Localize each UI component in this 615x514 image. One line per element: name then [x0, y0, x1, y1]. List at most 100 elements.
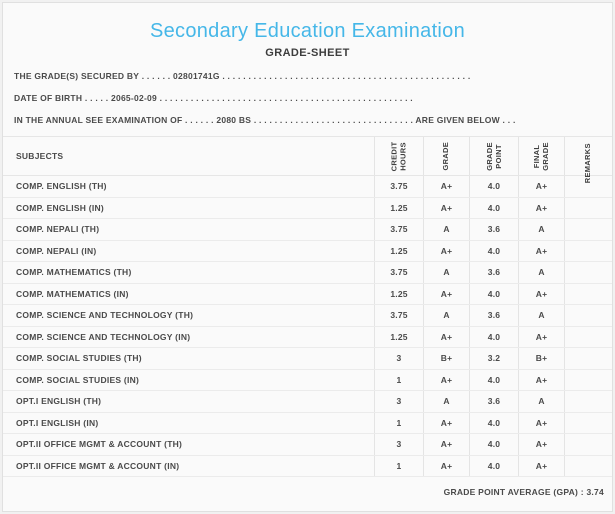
grade-cell: A+ [423, 434, 469, 455]
final-grade-cell: A+ [518, 240, 564, 261]
credit-hours-cell: 1.25 [374, 240, 423, 261]
page-subtitle: GRADE-SHEET [265, 47, 350, 59]
remarks-cell [564, 240, 612, 261]
subject-cell: COMP. SCIENCE AND TECHNOLOGY (IN) [16, 331, 191, 342]
grade-cell: A+ [423, 197, 469, 218]
student-info-block: THE GRADE(S) SECURED BY . . . . . . 0280… [3, 65, 612, 131]
grade-cell: A+ [423, 240, 469, 261]
final-grade-cell: B+ [518, 348, 564, 369]
gpa-label: GRADE POINT AVERAGE (GPA) : [443, 487, 587, 497]
column-header-grade-point: GRADE POINT [469, 137, 518, 175]
dotted-fill: . . . . . . . . . . . . . . . . . . . . … [219, 71, 471, 81]
grades-secured-by-label: THE GRADE(S) SECURED BY [14, 71, 140, 81]
grade-point-cell: 3.6 [469, 305, 518, 326]
grades-secured-by-line: THE GRADE(S) SECURED BY . . . . . . 0280… [14, 65, 612, 87]
examination-year-value: 2080 BS [216, 115, 252, 125]
final-grade-cell: A+ [518, 455, 564, 476]
page-title: Secondary Education Examination [149, 20, 466, 42]
grade-point-cell: 4.0 [469, 434, 518, 455]
date-of-birth-label: DATE OF BIRTH [14, 93, 83, 103]
credit-hours-header-label: CREDIT HOURS [389, 141, 408, 171]
remarks-cell [564, 283, 612, 304]
remarks-cell [564, 434, 612, 455]
remarks-cell [564, 326, 612, 347]
final-grade-cell: A+ [518, 369, 564, 390]
final-grade-cell: A+ [518, 197, 564, 218]
subject-cell: COMP. NEPALI (IN) [16, 245, 97, 256]
grade-cell: B+ [423, 348, 469, 369]
table-header-row: SUBJECTS CREDIT HOURS GRADE GRADE POINT … [3, 137, 612, 183]
subject-cell: OPT.II OFFICE MGMT & ACCOUNT (TH) [16, 439, 183, 450]
grade-cell: A+ [423, 326, 469, 347]
final-grade-cell: A+ [518, 326, 564, 347]
column-header-credit-hours: CREDIT HOURS [374, 137, 423, 175]
credit-hours-cell: 3.75 [374, 219, 423, 240]
credit-hours-cell: 3.75 [374, 305, 423, 326]
remarks-cell [564, 305, 612, 326]
table-row: COMP. SOCIAL STUDIES (IN) 1 A+ 4.0 A+ [3, 369, 612, 391]
credit-hours-cell: 1.25 [374, 326, 423, 347]
remarks-cell [564, 262, 612, 283]
table-row: COMP. MATHEMATICS (IN) 1.25 A+ 4.0 A+ [3, 283, 612, 305]
table-row: COMP. NEPALI (IN) 1.25 A+ 4.0 A+ [3, 240, 612, 262]
grade-point-cell: 4.0 [469, 176, 518, 197]
date-of-birth-line: DATE OF BIRTH . . . . . 2065-02-09 . . .… [14, 87, 612, 109]
remarks-cell [564, 176, 612, 197]
remarks-cell [564, 369, 612, 390]
grade-point-cell: 4.0 [469, 240, 518, 261]
remarks-cell [564, 455, 612, 476]
credit-hours-cell: 3.75 [374, 262, 423, 283]
credit-hours-cell: 3 [374, 434, 423, 455]
table-row: COMP. NEPALI (TH) 3.75 A 3.6 A [3, 219, 612, 241]
dotted-fill: . . . . . . [139, 71, 174, 81]
table-row: COMP. ENGLISH (TH) 3.75 A+ 4.0 A+ [3, 176, 612, 198]
grade-point-cell: 3.6 [469, 219, 518, 240]
grade-cell: A+ [423, 455, 469, 476]
final-grade-cell: A [518, 219, 564, 240]
column-header-subjects: SUBJECTS [3, 137, 374, 175]
subject-cell: COMP. SCIENCE AND TECHNOLOGY (TH) [16, 310, 194, 321]
subject-cell: COMP. SOCIAL STUDIES (IN) [16, 374, 140, 385]
subject-cell: COMP. MATHEMATICS (IN) [16, 288, 129, 299]
remarks-cell [564, 219, 612, 240]
column-header-grade: GRADE [423, 137, 469, 175]
credit-hours-cell: 1 [374, 369, 423, 390]
grade-point-cell: 3.6 [469, 262, 518, 283]
table-row: COMP. MATHEMATICS (TH) 3.75 A 3.6 A [3, 262, 612, 284]
grade-cell: A+ [423, 369, 469, 390]
final-grade-cell: A+ [518, 434, 564, 455]
grade-point-cell: 4.0 [469, 326, 518, 347]
final-grade-cell: A [518, 305, 564, 326]
column-header-final-grade: FINAL GRADE [518, 137, 564, 175]
dotted-fill: . . . . . . . . . . . . . . . . . . . . … [156, 93, 413, 103]
subject-cell: COMP. ENGLISH (IN) [16, 202, 104, 213]
table-row: OPT.II OFFICE MGMT & ACCOUNT (TH) 3 A+ 4… [3, 434, 612, 456]
table-row: COMP. SCIENCE AND TECHNOLOGY (IN) 1.25 A… [3, 326, 612, 348]
grade-table: SUBJECTS CREDIT HOURS GRADE GRADE POINT … [3, 136, 612, 477]
final-grade-cell: A+ [518, 176, 564, 197]
table-row: COMP. SOCIAL STUDIES (TH) 3 B+ 3.2 B+ [3, 348, 612, 370]
table-row: OPT.I ENGLISH (IN) 1 A+ 4.0 A+ [3, 412, 612, 434]
table-row: OPT.I ENGLISH (TH) 3 A 3.6 A [3, 391, 612, 413]
gpa-value: 3.74 [586, 487, 604, 497]
remarks-cell [564, 348, 612, 369]
remarks-cell [564, 391, 612, 412]
dotted-fill: . . . . . . . . . . . . . . . . . . . . … [251, 115, 416, 125]
grade-cell: A [423, 391, 469, 412]
final-grade-cell: A+ [518, 412, 564, 433]
credit-hours-cell: 1.25 [374, 283, 423, 304]
examination-year-line: IN THE ANNUAL SEE EXAMINATION OF . . . .… [14, 109, 612, 131]
grade-cell: A+ [423, 412, 469, 433]
grade-point-cell: 3.6 [469, 391, 518, 412]
grade-cell: A+ [423, 283, 469, 304]
student-symbol-number: 02801741G [173, 71, 220, 81]
grade-point-header-label: GRADE POINT [484, 141, 503, 171]
grade-point-cell: 4.0 [469, 455, 518, 476]
grade-point-cell: 4.0 [469, 283, 518, 304]
gpa-summary: GRADE POINT AVERAGE (GPA) : 3.74 [3, 487, 612, 497]
subject-cell: OPT.II OFFICE MGMT & ACCOUNT (IN) [16, 460, 180, 471]
subject-cell: COMP. MATHEMATICS (TH) [16, 267, 132, 278]
grade-point-cell: 4.0 [469, 412, 518, 433]
column-header-remarks: REMARKS [564, 137, 612, 183]
